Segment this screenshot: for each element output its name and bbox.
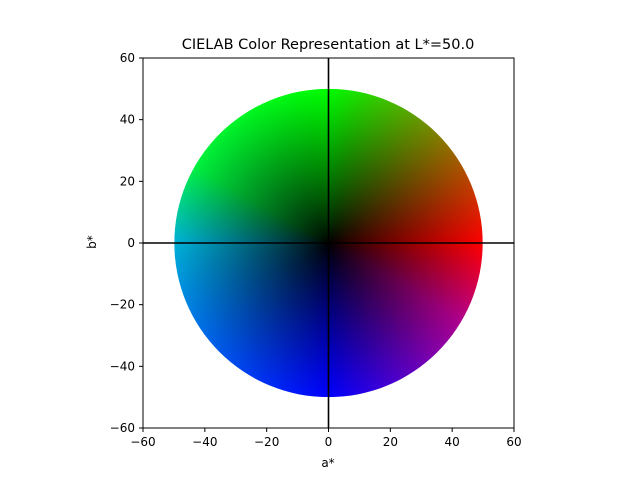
x-tick-label: −40 — [192, 435, 217, 449]
y-tick-label: −40 — [110, 359, 135, 373]
x-tick-label: 60 — [506, 435, 521, 449]
y-axis: −60 −40 −20 0 20 40 60 — [110, 51, 143, 435]
chart-title: CIELAB Color Representation at L*=50.0 — [182, 37, 475, 53]
x-tick-label: 40 — [445, 435, 460, 449]
x-tick-label: −60 — [130, 435, 155, 449]
y-tick-label: −60 — [110, 421, 135, 435]
y-tick-label: 40 — [120, 113, 135, 127]
x-axis-label: a* — [321, 456, 334, 470]
plot-area — [142, 57, 515, 429]
reference-lines — [143, 58, 514, 428]
x-tick-label: −20 — [254, 435, 279, 449]
y-axis-label: b* — [85, 235, 99, 249]
y-tick-label: 0 — [127, 236, 135, 250]
y-tick-label: 20 — [120, 174, 135, 188]
x-tick-label: 20 — [383, 435, 398, 449]
x-axis: −60 −40 −20 0 20 40 60 — [130, 428, 522, 449]
y-tick-label: 60 — [120, 51, 135, 65]
y-tick-label: −20 — [110, 298, 135, 312]
x-tick-label: 0 — [325, 435, 333, 449]
